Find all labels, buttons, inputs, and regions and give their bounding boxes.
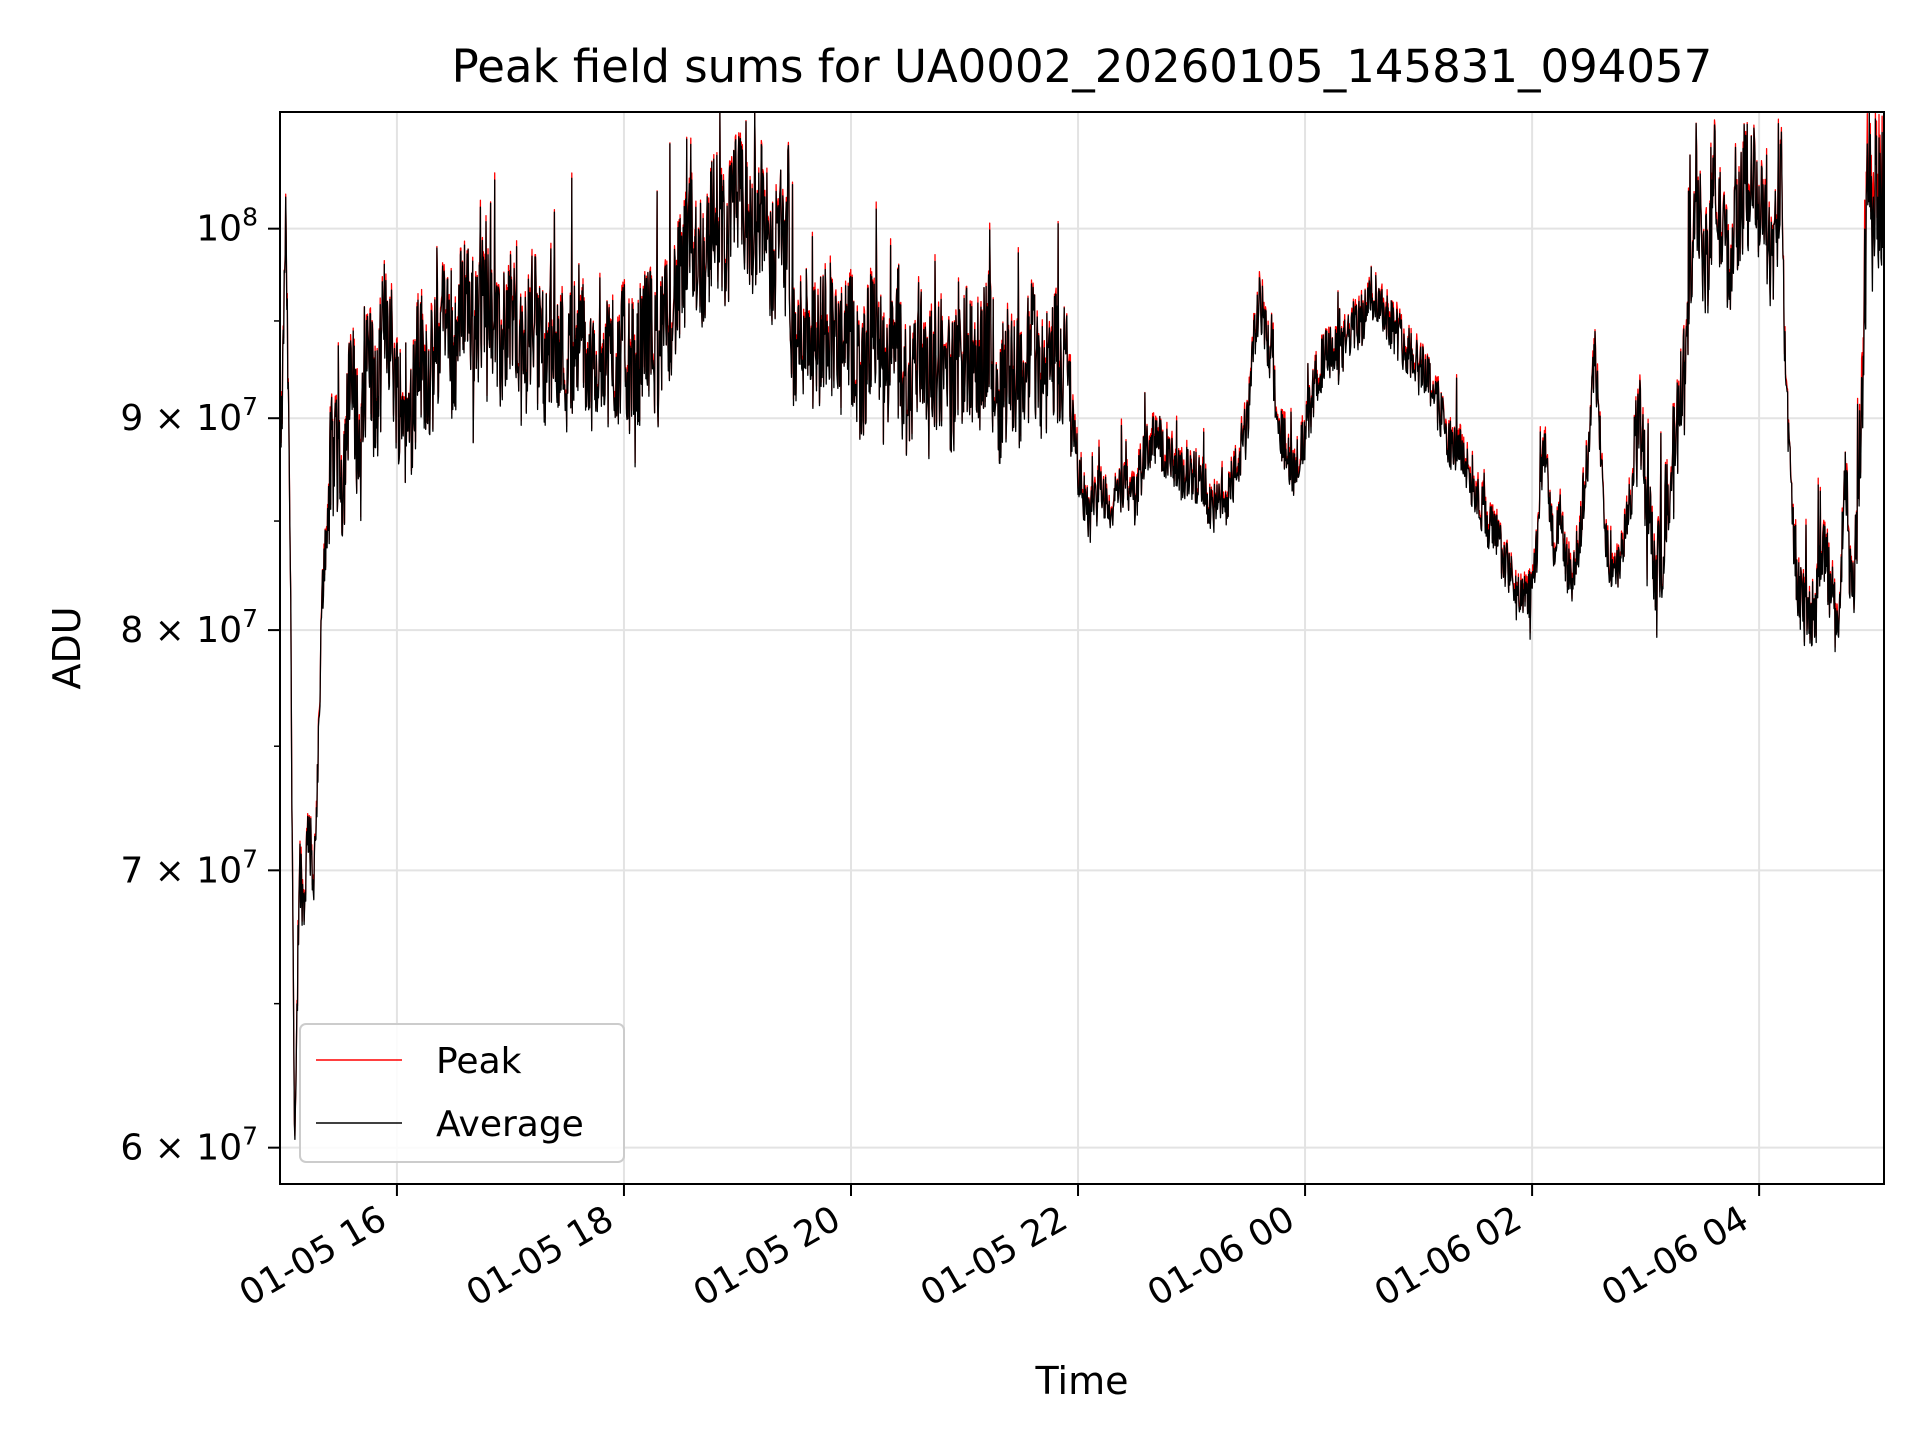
y-tick-label: 8 × 107	[120, 604, 258, 651]
legend-box	[299, 1023, 625, 1163]
legend-label-peak: Peak	[436, 1041, 522, 1082]
y-tick-label: 108	[196, 203, 258, 250]
y-tick-label: 9 × 107	[120, 392, 258, 439]
plot-lines	[280, 111, 1884, 1141]
series-line-average	[280, 111, 1884, 1141]
y-tick-label: 7 × 107	[120, 844, 258, 891]
legend: Peak Average	[299, 1023, 625, 1163]
chart-title: Peak field sums for UA0002_20260105_1458…	[452, 40, 1713, 93]
legend-label-average: Average	[436, 1104, 584, 1145]
plot-frame	[279, 111, 1885, 1185]
x-axis-label: Time	[1035, 1359, 1129, 1403]
y-tick-label: 6 × 107	[120, 1122, 258, 1169]
y-axis-label: ADU	[45, 606, 89, 689]
